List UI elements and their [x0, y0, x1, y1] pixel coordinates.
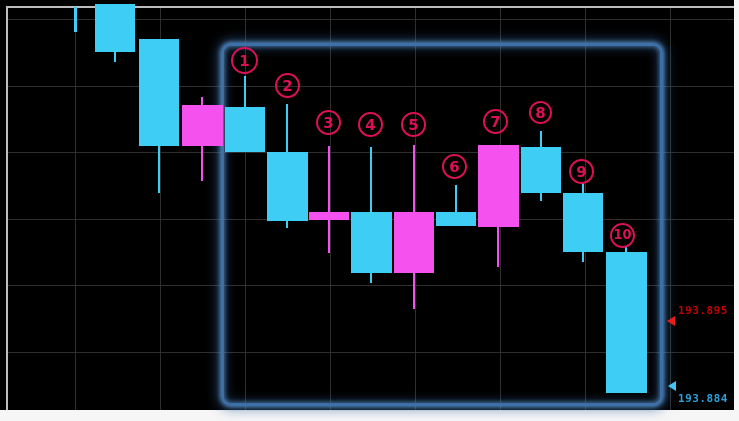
annotation-circle-4: 4 — [358, 112, 383, 137]
horizontal-gridline — [7, 86, 734, 87]
annotation-circle-8: 8 — [529, 101, 552, 124]
candle-body — [478, 145, 519, 227]
vertical-gridline — [330, 7, 331, 410]
price-marker-label: 193.884 — [678, 392, 728, 405]
annotation-circle-6: 6 — [442, 154, 467, 179]
candle-lower-wick — [540, 193, 542, 201]
candle-upper-wick — [370, 147, 372, 212]
candle-lower-wick — [497, 227, 499, 267]
vertical-gridline — [75, 7, 76, 410]
vertical-gridline — [670, 7, 671, 410]
candle-lower-wick — [328, 220, 330, 253]
candle-upper-wick — [286, 104, 288, 152]
candle-lower-wick — [413, 273, 415, 309]
candle-upper-wick — [540, 131, 542, 147]
horizontal-gridline — [7, 19, 734, 20]
candle-upper-wick — [201, 97, 203, 105]
candle-upper-wick — [582, 183, 584, 193]
candle-body — [394, 212, 434, 273]
candle-lower-wick — [201, 146, 203, 181]
vertical-gridline — [245, 7, 246, 410]
chart-frame-top-line — [6, 6, 734, 8]
candle-body — [225, 107, 265, 152]
horizontal-gridline — [7, 352, 734, 353]
candle-lower-wick — [114, 52, 116, 62]
annotation-circle-7: 7 — [483, 109, 508, 134]
candle-body — [182, 105, 223, 146]
price-marker-arrow-icon — [668, 381, 676, 391]
candle-wick — [74, 7, 77, 32]
candle-upper-wick — [328, 146, 330, 212]
candle-body — [139, 39, 179, 146]
annotation-circle-9: 9 — [569, 159, 594, 184]
annotation-circle-2: 2 — [275, 73, 300, 98]
candle-upper-wick — [244, 76, 246, 107]
annotation-circle-10: 10 — [610, 223, 635, 248]
annotation-circle-5: 5 — [401, 112, 426, 137]
annotation-circle-1: 1 — [231, 47, 258, 74]
candle-lower-wick — [582, 252, 584, 262]
candle-body — [351, 212, 392, 273]
candle-lower-wick — [286, 221, 288, 228]
price-marker-arrow-icon — [667, 316, 675, 326]
candle-body — [267, 152, 308, 221]
candle-body — [95, 4, 135, 52]
candle-body — [309, 212, 349, 220]
price-marker-label: 193.895 — [678, 304, 728, 317]
candle-lower-wick — [370, 273, 372, 283]
candle-upper-wick — [413, 145, 415, 212]
candle-body — [563, 193, 603, 252]
highlight-box — [221, 43, 663, 406]
candle-lower-wick — [158, 146, 160, 193]
annotation-circle-3: 3 — [316, 110, 341, 135]
vertical-gridline — [160, 7, 161, 410]
candle-body — [521, 147, 561, 193]
candle-upper-wick — [455, 185, 457, 212]
candle-body — [436, 212, 476, 226]
candle-upper-wick — [625, 246, 627, 252]
horizontal-gridline — [7, 285, 734, 286]
candle-body — [606, 252, 647, 393]
vertical-gridline — [415, 7, 416, 410]
chart-frame-left-line — [6, 6, 8, 410]
